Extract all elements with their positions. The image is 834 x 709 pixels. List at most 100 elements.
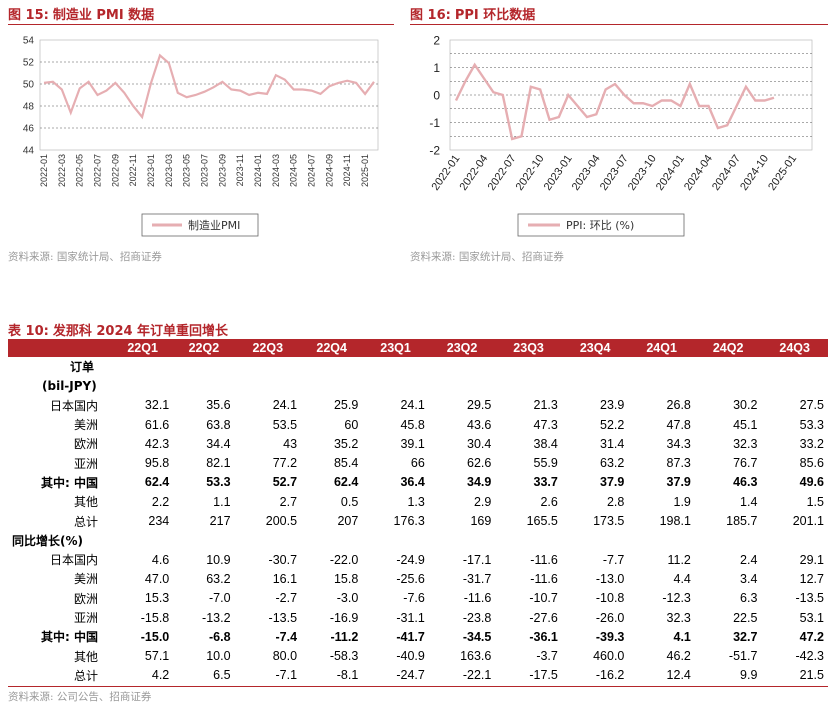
table-row: 其中: 中国 62.4 53.3 52.7 62.4 36.4 34.9 33.7 37.9 37… bbox=[8, 473, 828, 492]
pmi-x-tick: 2024-09 bbox=[324, 154, 334, 187]
figure-16-label: 图 16: bbox=[410, 8, 451, 23]
table-cell: 26.8 bbox=[666, 398, 691, 413]
pmi-y-tick: 46 bbox=[23, 124, 35, 135]
section-orders-unit: (bil-JPY) bbox=[8, 376, 828, 395]
pmi-x-tick: 2024-01 bbox=[253, 154, 263, 187]
col-header: 22Q4 bbox=[301, 339, 363, 357]
table-cell: 16.1 bbox=[272, 571, 298, 586]
figure-15-rule bbox=[8, 24, 394, 25]
table-cell: 43.6 bbox=[467, 417, 492, 432]
ppi-legend-label: PPI: 环比 (%) bbox=[566, 219, 634, 232]
pmi-plot-frame bbox=[39, 39, 379, 151]
table-cell: -31.1 bbox=[396, 610, 425, 625]
table-header-row: 22Q1 22Q2 22Q3 22Q4 23Q1 23Q2 23Q3 23Q4 … bbox=[8, 339, 828, 357]
row-label: 亚洲 bbox=[73, 611, 98, 625]
table-cell: -11.6 bbox=[530, 571, 558, 586]
table-cell: 27.5 bbox=[799, 398, 824, 413]
figure-15-title: 图 15: 制造业 PMI 数据 bbox=[8, 4, 158, 23]
table-row: 美洲 47.0 63.2 16.1 15.8 -25.6 -31.7 -11.6 -13.0 4.… bbox=[8, 569, 828, 588]
table-cell: -17.1 bbox=[462, 552, 492, 567]
table-cell: 46.2 bbox=[666, 649, 691, 664]
pmi-x-tick: 2022-07 bbox=[93, 154, 103, 187]
table-cell: 6.3 bbox=[740, 591, 758, 606]
table-row: 亚洲 -15.8 -13.2 -13.5 -16.9 -31.1 -23.8 -27.6 -26… bbox=[8, 608, 828, 627]
table-cell: 53.3 bbox=[799, 417, 824, 432]
pmi-y-tick: 54 bbox=[23, 36, 35, 47]
table-row: 总计 4.2 6.5 -7.1 -8.1 -24.7 -22.1 -17.5 -16.2 12.4… bbox=[8, 666, 828, 685]
table-cell: -22.1 bbox=[462, 668, 492, 683]
table-cell: -13.2 bbox=[202, 610, 231, 625]
pmi-x-tick: 2023-11 bbox=[235, 154, 245, 186]
table-cell: 4.2 bbox=[151, 668, 170, 683]
pmi-x-tick: 2023-09 bbox=[217, 154, 227, 187]
table-cell: 4.4 bbox=[673, 571, 691, 586]
table-cell: 29.5 bbox=[467, 398, 492, 413]
table-cell: 21.3 bbox=[533, 398, 558, 413]
pmi-x-tick: 2022-03 bbox=[57, 154, 67, 187]
table-cell: 4.1 bbox=[673, 629, 691, 644]
table-cell: 85.4 bbox=[333, 456, 359, 471]
table-cell: 22.5 bbox=[733, 610, 758, 625]
pmi-x-tick: 2022-09 bbox=[110, 154, 120, 187]
pmi-x-tick: 2024-03 bbox=[271, 154, 281, 187]
col-header: 23Q3 bbox=[495, 339, 562, 357]
table-cell: -13.5 bbox=[795, 591, 825, 606]
table-cell: 39.1 bbox=[400, 436, 425, 451]
col-header: 22Q2 bbox=[173, 339, 235, 357]
table-row: 其他 2.2 1.1 2.7 0.5 1.3 2.9 2.6 2.8 1.9 1.4 1.5 bbox=[8, 492, 828, 511]
table-cell: 47.2 bbox=[799, 629, 824, 644]
table-cell: 45.1 bbox=[733, 417, 758, 432]
pmi-y-tick: 48 bbox=[23, 102, 35, 113]
table-cell: 201.1 bbox=[792, 514, 824, 529]
table-cell: 32.3 bbox=[666, 610, 691, 625]
table-cell: 38.4 bbox=[533, 436, 558, 451]
table-cell: 0.5 bbox=[340, 494, 359, 509]
pmi-x-tick: 2023-05 bbox=[182, 154, 192, 187]
table-cell: -34.5 bbox=[462, 629, 492, 644]
ppi-x-tick: 2025-01 bbox=[766, 153, 799, 193]
table-cell: -6.8 bbox=[208, 629, 231, 644]
table-cell: 47.0 bbox=[144, 571, 170, 586]
pmi-y-tick: 52 bbox=[23, 58, 35, 69]
col-header: 23Q2 bbox=[428, 339, 496, 357]
ppi-legend: PPI: 环比 (%) bbox=[517, 213, 685, 237]
table-cell: -17.5 bbox=[529, 668, 558, 683]
table-cell: 46.3 bbox=[733, 475, 758, 490]
table-cell: 10.0 bbox=[206, 649, 231, 664]
table-cell: -26.0 bbox=[595, 610, 625, 625]
table-cell: -27.6 bbox=[529, 610, 558, 625]
table-cell: 76.7 bbox=[733, 456, 758, 471]
section-orders-header: 订单 bbox=[8, 357, 828, 376]
table-cell: 45.8 bbox=[400, 417, 425, 432]
table-cell: -42.3 bbox=[795, 649, 825, 664]
pmi-y-tick: 44 bbox=[23, 146, 35, 157]
table-cell: 23.9 bbox=[600, 398, 625, 413]
table-cell: 66 bbox=[410, 456, 425, 471]
table-cell: 165.5 bbox=[526, 514, 558, 529]
row-label: 亚洲 bbox=[73, 456, 98, 471]
table-cell: 49.6 bbox=[799, 475, 824, 490]
table-cell: 10.9 bbox=[206, 552, 231, 567]
col-header: 24Q2 bbox=[694, 339, 762, 357]
table-cell: 53.3 bbox=[206, 475, 231, 490]
table-cell: -7.4 bbox=[275, 629, 298, 644]
table-cell: -30.7 bbox=[268, 552, 298, 567]
section-orders-header-text: 订单 bbox=[70, 360, 95, 375]
pmi-x-tick: 2022-05 bbox=[75, 154, 85, 187]
table-cell: 32.7 bbox=[733, 629, 758, 644]
row-label: 总计 bbox=[73, 514, 98, 529]
table-cell: -22.0 bbox=[329, 552, 359, 567]
row-label: 总计 bbox=[73, 668, 98, 683]
table-cell: 1.4 bbox=[740, 494, 758, 509]
row-label: 欧洲 bbox=[73, 591, 98, 606]
table-cell: -58.3 bbox=[329, 649, 359, 664]
pmi-x-tick: 2024-11 bbox=[342, 154, 352, 186]
table-cell: -7.7 bbox=[602, 552, 625, 567]
table-cell: -3.0 bbox=[336, 591, 359, 606]
table-cell: 25.9 bbox=[333, 398, 359, 413]
table-cell: 1.1 bbox=[213, 494, 231, 509]
table-cell: -11.6 bbox=[530, 552, 558, 567]
section-growth-header-text: 同比增长(%) bbox=[12, 533, 83, 548]
table-cell: -10.7 bbox=[529, 591, 558, 606]
figure-15-title-text: 制造业 PMI 数据 bbox=[52, 8, 155, 23]
